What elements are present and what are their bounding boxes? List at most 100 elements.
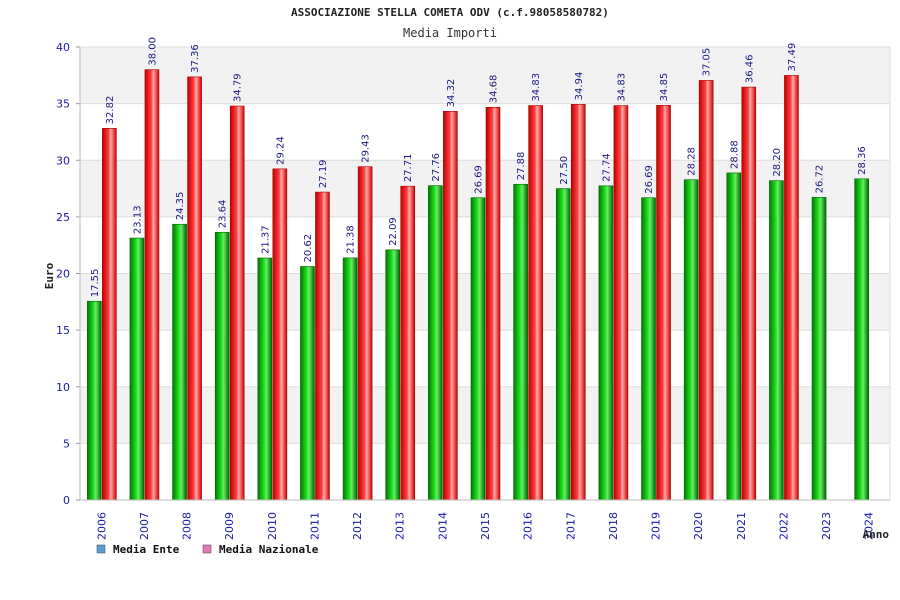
bar-media-nazionale-2017 xyxy=(570,104,586,501)
x-tick-label: 2014 xyxy=(436,512,449,540)
data-label: 32.82 xyxy=(105,96,116,125)
data-label: 26.72 xyxy=(815,165,826,194)
y-tick-label: 0 xyxy=(63,494,70,507)
bar-media-nazionale-2021 xyxy=(741,86,757,501)
bar-media-ente-2014 xyxy=(428,185,443,501)
data-label: 27.19 xyxy=(318,159,329,188)
legend-label-media-nazionale: Media Nazionale xyxy=(219,543,319,556)
bar-media-nazionale-2015 xyxy=(485,106,501,501)
y-tick-label: 25 xyxy=(56,211,70,224)
data-label: 20.62 xyxy=(303,234,314,263)
data-label: 27.71 xyxy=(403,154,414,183)
data-label: 28.88 xyxy=(729,140,740,169)
data-label: 27.50 xyxy=(559,156,570,185)
data-label: 23.64 xyxy=(218,200,229,229)
x-tick-label: 2007 xyxy=(138,512,151,540)
x-axis-label: Anno xyxy=(863,528,890,541)
legend-swatch-media-ente xyxy=(96,544,106,554)
bar-media-nazionale-2007 xyxy=(144,69,160,501)
data-label: 34.83 xyxy=(616,73,627,102)
legend-swatch-media-nazionale xyxy=(202,544,212,554)
data-label: 34.85 xyxy=(659,73,670,102)
data-label: 17.55 xyxy=(90,269,101,298)
x-tick-label: 2018 xyxy=(607,512,620,540)
bar-media-ente-2017 xyxy=(555,188,571,501)
bar-media-nazionale-2009 xyxy=(229,105,245,501)
x-tick-label: 2022 xyxy=(777,512,790,540)
y-tick-label: 40 xyxy=(56,41,70,54)
chart-title: ASSOCIAZIONE STELLA COMETA ODV (c.f.9805… xyxy=(291,6,609,19)
legend-label-media-ente: Media Ente xyxy=(113,543,180,556)
x-tick-label: 2012 xyxy=(351,512,364,540)
x-tick-label: 2010 xyxy=(266,512,279,540)
data-label: 37.05 xyxy=(702,48,713,77)
y-tick-label: 20 xyxy=(56,268,70,281)
data-label: 37.49 xyxy=(787,43,798,72)
data-labels: 17.55 32.82 23.13 38.00 24.35 37.36 23.64 34.79… xyxy=(90,37,868,297)
x-tick-label: 2020 xyxy=(692,512,705,540)
data-label: 23.13 xyxy=(132,205,143,234)
bar-media-nazionale-2008 xyxy=(187,76,202,501)
bar-media-ente-2016 xyxy=(513,183,528,501)
x-tick-label: 2019 xyxy=(650,512,663,540)
bar-media-ente-2020 xyxy=(683,179,699,501)
data-label: 28.36 xyxy=(857,146,868,175)
bar-media-nazionale-2018 xyxy=(613,105,629,501)
bar-media-ente-2018 xyxy=(598,185,614,501)
x-tick-label: 2009 xyxy=(223,512,236,540)
data-label: 34.94 xyxy=(574,72,585,101)
y-tick-label: 10 xyxy=(56,381,70,394)
x-tick-label: 2016 xyxy=(522,512,535,540)
data-label: 34.32 xyxy=(446,79,457,108)
bar-media-nazionale-2013 xyxy=(400,185,416,501)
data-label: 37.36 xyxy=(190,44,201,73)
bar-media-nazionale-2014 xyxy=(443,111,458,501)
data-label: 36.46 xyxy=(744,54,755,83)
y-tick-label: 5 xyxy=(63,437,70,450)
data-label: 24.35 xyxy=(175,192,186,221)
y-tick-label: 30 xyxy=(56,154,70,167)
bar-media-ente-2009 xyxy=(214,231,230,501)
bar-media-nazionale-2011 xyxy=(315,191,330,501)
data-label: 29.24 xyxy=(275,136,286,165)
bar-media-nazionale-2012 xyxy=(357,166,373,501)
bar-media-ente-2010 xyxy=(257,257,273,501)
bar-media-nazionale-2022 xyxy=(784,75,799,501)
bar-media-ente-2008 xyxy=(172,223,187,501)
bar-media-ente-2007 xyxy=(129,237,145,501)
y-tick-label: 15 xyxy=(56,324,70,337)
y-tick-label: 35 xyxy=(56,98,70,111)
data-label: 34.68 xyxy=(489,75,500,104)
data-label: 28.20 xyxy=(772,148,783,177)
x-tick-label: 2017 xyxy=(564,512,577,540)
data-label: 27.74 xyxy=(601,153,612,182)
bar-media-nazionale-2010 xyxy=(272,168,288,501)
data-label: 28.28 xyxy=(687,147,698,176)
data-label: 38.00 xyxy=(147,37,158,66)
bar-media-ente-2012 xyxy=(342,257,358,501)
bar-media-ente-2011 xyxy=(300,266,315,501)
data-label: 26.69 xyxy=(644,165,655,194)
data-label: 34.79 xyxy=(233,73,244,102)
bar-media-nazionale-2016 xyxy=(528,105,543,501)
bar-media-nazionale-2006 xyxy=(102,128,117,501)
bar-media-ente-2013 xyxy=(385,249,401,501)
data-label: 22.09 xyxy=(388,217,399,246)
bar-media-ente-2015 xyxy=(470,197,486,501)
x-tick-label: 2023 xyxy=(820,512,833,540)
x-tick-label: 2006 xyxy=(95,512,108,540)
bar-media-nazionale-2020 xyxy=(698,80,714,501)
data-label: 29.43 xyxy=(361,134,372,163)
legend: Media Ente Media Nazionale xyxy=(96,543,319,556)
bar-media-ente-2023 xyxy=(811,197,827,501)
x-tick-label: 2013 xyxy=(394,512,407,540)
y-axis-label: Euro xyxy=(43,262,56,289)
x-tick-label: 2011 xyxy=(308,512,321,540)
data-label: 34.83 xyxy=(531,73,542,102)
bar-media-ente-2024 xyxy=(854,178,869,501)
data-label: 27.88 xyxy=(516,152,527,181)
x-axis-ticks: 2006 2007 2008 2009 2010 2011 2012 2013 2014 2015… xyxy=(95,512,875,540)
x-tick-label: 2024 xyxy=(863,512,876,540)
bar-media-ente-2022 xyxy=(769,180,784,501)
